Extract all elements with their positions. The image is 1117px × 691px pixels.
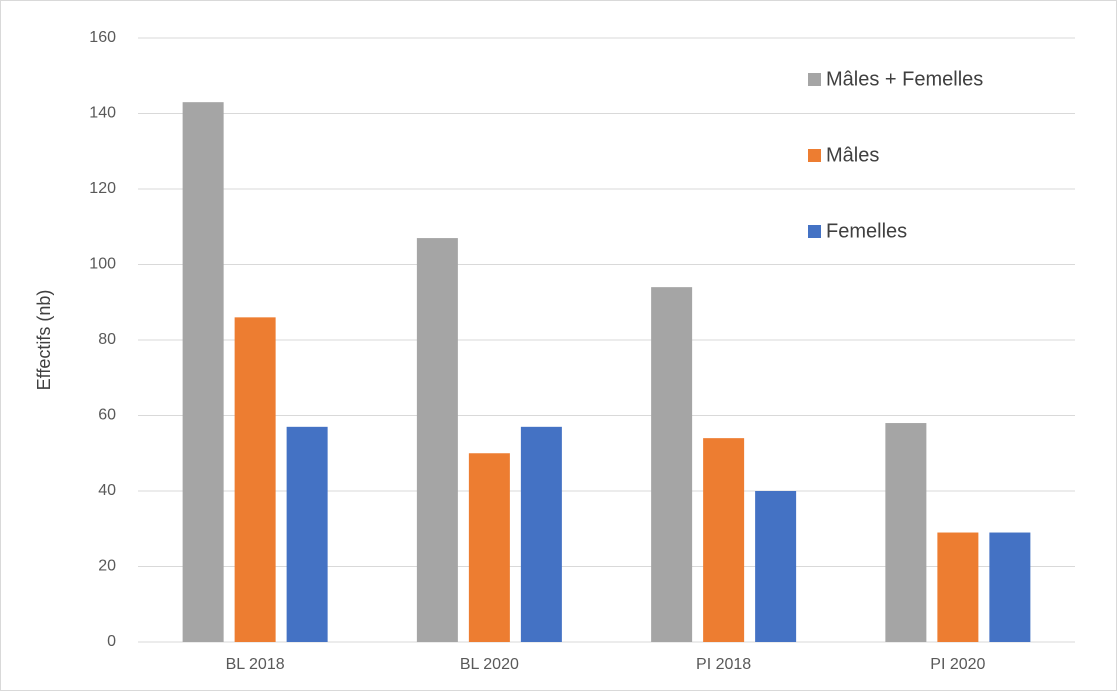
legend-label: Mâles — [826, 144, 879, 166]
y-axis-title: Effectifs (nb) — [34, 290, 54, 391]
legend-label: Femelles — [826, 220, 907, 242]
legend-swatch — [808, 73, 821, 86]
y-tick-label: 160 — [89, 29, 116, 46]
legend-label: Mâles + Femelles — [826, 68, 983, 90]
bar — [989, 532, 1031, 642]
x-tick-label: BL 2020 — [460, 656, 519, 673]
legend-swatch — [808, 149, 821, 162]
x-tick-label: PI 2018 — [696, 656, 751, 673]
bar — [651, 287, 693, 642]
y-tick-label: 60 — [98, 407, 116, 424]
bar — [885, 423, 927, 642]
y-tick-label: 20 — [98, 558, 116, 575]
bar — [416, 238, 458, 642]
legend-swatch — [808, 225, 821, 238]
bar — [182, 102, 224, 643]
bar — [937, 532, 979, 642]
y-tick-label: 140 — [89, 105, 116, 122]
y-tick-label: 120 — [89, 180, 116, 197]
y-tick-label: 100 — [89, 256, 116, 273]
y-tick-label: 80 — [98, 331, 116, 348]
bar — [468, 453, 510, 642]
y-tick-label: 0 — [107, 633, 116, 650]
bar — [520, 426, 562, 642]
bar — [755, 491, 797, 642]
bar — [286, 426, 328, 642]
bar — [703, 438, 745, 642]
y-tick-label: 40 — [98, 482, 116, 499]
bar — [234, 317, 276, 642]
x-tick-label: BL 2018 — [226, 656, 285, 673]
x-tick-label: PI 2020 — [930, 656, 985, 673]
